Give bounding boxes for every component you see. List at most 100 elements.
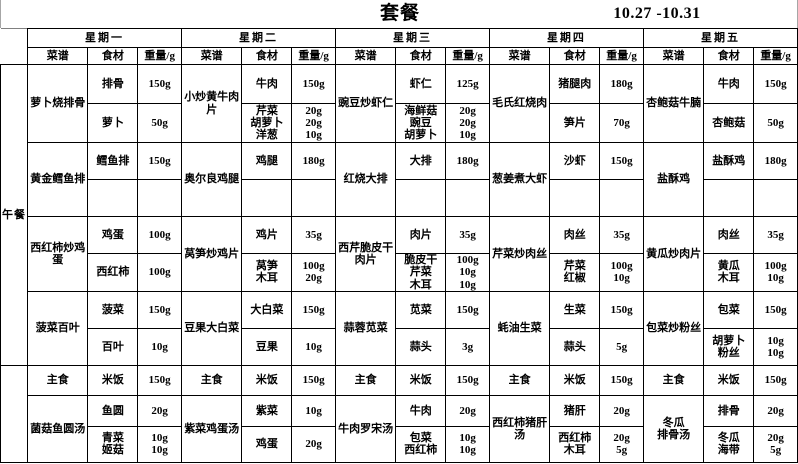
dish-name-tue-0: 小炒黄牛肉片 [181,64,243,143]
staple-ingredient-mon: 米饭 [87,364,139,396]
ingredient-thu-1-1 [549,179,601,217]
weekly-menu-table: 星期一 星期二 星期三 星期四 星期五 菜谱 食材 重量/g 菜谱 食材 重量/… [0,28,798,463]
soup-name-fri: 冬瓜 排骨汤 [642,394,705,463]
weight-thu-3-1: 5g [599,327,644,366]
ingredient-thu-2-0: 肉丝 [549,216,601,254]
ingredient-mon-2-1: 西红柿 [87,253,139,292]
ingredient-fri-2-1: 黄瓜 木耳 [703,253,755,292]
soup-ingredient-wed-1: 包菜 西红柿 [395,425,447,463]
ingredient-fri-0-1: 杏鲍菇 [703,103,755,143]
subheader-row: 菜谱 食材 重量/g 菜谱 食材 重量/g 菜谱 食材 重量/g 菜谱 食材 重… [1,47,798,65]
dish-name-mon-3: 菠菜百叶 [27,290,89,366]
title-band: 套餐 10.27 -10.31 [0,0,798,28]
ingredient-mon-2-0: 鸡蛋 [87,216,139,254]
soup-ingredient-tue-1: 鸡蛋 [241,425,293,463]
subheader-dish-mon: 菜谱 [27,47,89,65]
dish-name-mon-2: 西红柿炒鸡蛋 [27,216,89,292]
subheader-dish-thu: 菜谱 [488,47,551,65]
soup-ingredient-thu-1: 西红柿 木耳 [549,425,601,463]
staple-weight-mon: 150g [137,364,183,396]
soup-name-wed: 牛肉罗宋汤 [334,394,397,463]
weight-tue-2-0: 35g [291,216,336,254]
weight-tue-2-1: 100g 20g [291,253,336,292]
soup-ingredient-mon-0: 鱼圆 [87,394,139,427]
dish-name-tue-3: 豆果大白菜 [181,290,243,366]
table-row: 萝卜 50g 芹菜 胡萝卜 洋葱 20g 20g 10g 海鲜菇 豌豆 胡萝卜 20g 20g 10g 笋片… [1,103,798,143]
subheader-dish-fri: 菜谱 [642,47,705,65]
subheader-wt-mon: 重量/g [137,47,183,65]
ingredient-thu-3-0: 生菜 [549,290,601,329]
ingredient-wed-0-0: 虾仁 [395,64,447,104]
soup-weight-thu-0: 20g [599,394,644,427]
soup-ingredient-wed-0: 牛肉 [395,394,447,427]
soup-ingredient-thu-0: 猪肝 [549,394,601,427]
ingredient-mon-1-0: 鳕鱼排 [87,142,139,180]
day-header-friday: 星期五 [642,28,798,48]
weight-tue-3-0: 150g [291,290,336,329]
ingredient-tue-3-1: 豆果 [241,327,293,366]
weight-wed-2-0: 35g [445,216,490,254]
staple-ingredient-thu: 米饭 [549,364,601,396]
soup-name-thu: 西红柿猪肝汤 [488,394,551,463]
weight-mon-2-1: 100g [137,253,183,292]
soup-weight-wed-1: 10g 10g [445,425,490,463]
weight-mon-3-0: 150g [137,290,183,329]
ingredient-tue-1-0: 鸡腿 [241,142,293,180]
dish-name-fri-0: 杏鲍菇牛腩 [642,64,705,143]
staple-weight-wed: 150g [445,364,490,396]
corner-cell [0,28,29,65]
day-header-tuesday: 星期二 [181,28,336,48]
weight-tue-1-1 [291,179,336,217]
weight-tue-0-0: 150g [291,64,336,104]
subheader-ing-thu: 食材 [549,47,601,65]
weight-fri-3-1: 10g 10g [753,327,798,366]
staple-ingredient-tue: 米饭 [241,364,293,396]
ingredient-thu-1-0: 沙虾 [549,142,601,180]
weight-wed-3-0: 150g [445,290,490,329]
staple-ingredient-wed: 米饭 [395,364,447,396]
day-header-wednesday: 星期三 [334,28,490,48]
date-range: 10.27 -10.31 [613,5,701,22]
ingredient-mon-1-1 [87,179,139,217]
ingredient-mon-3-0: 菠菜 [87,290,139,329]
weight-tue-1-0: 180g [291,142,336,180]
ingredient-tue-3-0: 大白菜 [241,290,293,329]
weight-fri-0-0: 150g [753,64,798,104]
ingredient-fri-2-0: 肉丝 [703,216,755,254]
weight-thu-2-0: 35g [599,216,644,254]
weight-wed-3-1: 3g [445,327,490,366]
staple-ingredient-fri: 米饭 [703,364,755,396]
ingredient-wed-2-1: 脆皮干 芹菜 木耳 [395,253,447,292]
dish-name-wed-0: 豌豆炒虾仁 [334,64,397,143]
table-row-soup: 青菜 姬菇 10g 10g 鸡蛋 20g 包菜 西红柿 10g 10g 西红柿 木耳 20g 5g 冬瓜 海带… [1,425,798,463]
meal-label-lunch: 午餐 [0,64,29,366]
soup-ingredient-tue-0: 紫菜 [241,394,293,427]
subheader-ing-wed: 食材 [395,47,447,65]
dish-name-fri-1: 盐酥鸡 [642,142,705,217]
day-header-monday: 星期一 [27,28,183,48]
day-header-row: 星期一 星期二 星期三 星期四 星期五 [0,28,798,65]
weight-fri-1-1 [753,179,798,217]
subheader-ing-fri: 食材 [703,47,755,65]
soup-name-mon: 菌菇鱼圆汤 [27,394,89,463]
table-row-staple: 主食 米饭 150g 主食 米饭 150g 主食 米饭 150g 主食 米饭 150g 主食 米饭 150g [0,364,798,463]
weight-thu-3-0: 150g [599,290,644,329]
staple-weight-fri: 150g [753,364,798,396]
weight-thu-0-1: 70g [599,103,644,143]
subheader-wt-thu: 重量/g [599,47,644,65]
table-row: 午餐 萝卜烧排骨 排骨 150g 小炒黄牛肉片 牛肉 150g 豌豆炒虾仁 虾仁 125g 毛氏红烧… [0,64,798,366]
weight-mon-0-0: 150g [137,64,183,104]
staple-name-tue: 主食 [181,364,243,396]
ingredient-fri-1-1 [703,179,755,217]
table-head: 星期一 星期二 星期三 星期四 星期五 菜谱 食材 重量/g 菜谱 食材 重量/… [0,28,798,65]
ingredient-fri-3-0: 包菜 [703,290,755,329]
weight-mon-1-0: 150g [137,142,183,180]
weight-wed-0-0: 125g [445,64,490,104]
dish-name-mon-1: 黄金鳕鱼排 [27,142,89,217]
dish-name-wed-3: 蒜蓉苋菜 [334,290,397,366]
ingredient-fri-1-0: 盐酥鸡 [703,142,755,180]
day-header-thursday: 星期四 [488,28,644,48]
weight-fri-3-0: 150g [753,290,798,329]
weight-thu-1-0: 150g [599,142,644,180]
ingredient-fri-3-1: 胡萝卜 粉丝 [703,327,755,366]
